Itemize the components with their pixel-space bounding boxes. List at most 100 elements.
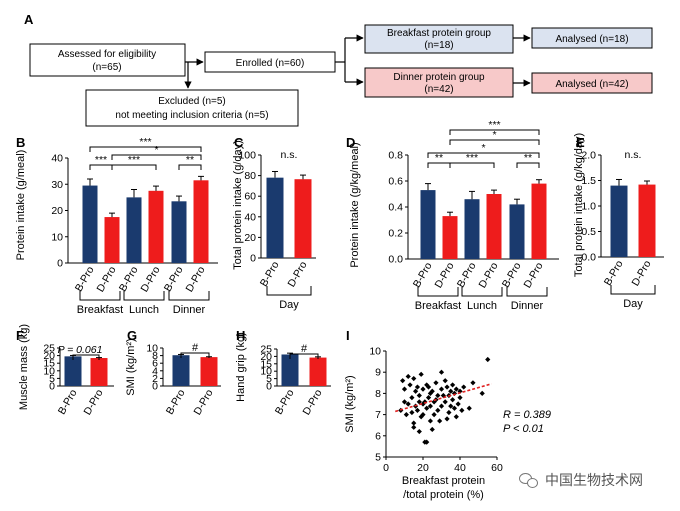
significance-label: n.s.: [281, 149, 298, 161]
scatter-point: [444, 384, 450, 390]
category-label: D-Pro: [300, 387, 324, 417]
category-label: B-Pro: [56, 387, 80, 416]
significance-label: ***: [95, 154, 107, 166]
panel-label-i: I: [346, 328, 350, 343]
category-label: D-Pro: [183, 264, 207, 294]
y-tick-label: 6: [152, 358, 158, 370]
significance-bracket: [72, 354, 100, 360]
y-axis-label: Muscle mass (kg): [18, 324, 30, 410]
y-tick-label: 15: [260, 358, 272, 370]
category-label: D-Pro: [521, 260, 545, 290]
significance-label: #: [192, 342, 199, 354]
y-tick-label: 0: [49, 381, 55, 393]
category-label: D-Pro: [138, 264, 162, 294]
scatter-point: [427, 390, 433, 396]
significance-bracket: [111, 154, 202, 160]
significance-label: ***: [128, 154, 140, 166]
significance-bracket: [427, 152, 540, 158]
y-tick-label: 80: [244, 170, 256, 182]
scatter-point: [414, 407, 421, 413]
excluded-text-2: not meeting inclusion criteria (n=5): [115, 110, 268, 121]
significance-label: **: [186, 154, 194, 166]
category-label: D-Pro: [285, 259, 309, 289]
group-bracket: [168, 291, 210, 301]
y-tick-label: 10: [43, 365, 55, 377]
significance-bracket: [89, 146, 202, 152]
scatter-point: [420, 412, 426, 418]
significance-bracket: [516, 162, 540, 168]
y-tick-label: 40: [244, 211, 256, 223]
scatter-point: [433, 380, 439, 386]
scatter-point: [448, 388, 454, 394]
y-tick-label: 40: [51, 153, 63, 165]
trend-line: [395, 383, 492, 413]
scatter-point: [425, 395, 432, 401]
significance-label: n.s.: [625, 149, 642, 161]
category-label: D-Pro: [476, 260, 500, 290]
y-tick-label: 20: [244, 232, 256, 244]
y-tick-label: 6: [375, 430, 381, 442]
y-tick-label: 0.0: [388, 254, 403, 266]
bar: [294, 179, 312, 258]
bar: [638, 184, 656, 257]
breakfast-group-text-2: (n=18): [424, 40, 453, 51]
scatter-point: [431, 412, 437, 418]
scatter-point: [411, 424, 417, 430]
breakfast-group-text-1: Breakfast protein group: [387, 28, 491, 39]
group-bracket: [79, 291, 121, 301]
group-label: Dinner: [173, 304, 206, 316]
enrolled-text: Enrolled (n=60): [236, 58, 305, 69]
panel-label-e: E: [576, 135, 585, 150]
y-tick-label: 10: [146, 343, 158, 355]
y-tick-label: 0: [266, 381, 272, 393]
bar: [82, 185, 98, 263]
panel-label-d: D: [346, 135, 355, 150]
scatter-point: [455, 401, 461, 407]
scatter-point: [418, 414, 424, 420]
panel-label-a: A: [24, 12, 34, 27]
watermark: 中国生物技术网: [519, 469, 643, 491]
scatter-point: [459, 407, 465, 413]
significance-label: **: [524, 152, 532, 164]
scatter-point: [437, 418, 443, 424]
assessed-text-1: Assessed for eligibility: [58, 49, 156, 60]
group-label: Lunch: [467, 300, 497, 312]
bar: [531, 183, 547, 259]
scatter-point: [453, 414, 459, 420]
scatter-point: [470, 380, 476, 386]
dinner-group-text-1: Dinner protein group: [393, 72, 485, 83]
y-tick-label: 1.5: [581, 175, 596, 187]
scatter-point: [409, 395, 415, 401]
panel-i: I 5 6 7 8 9 10 SMI (kg/m²) 0 20 40 60 Breakfast prot…: [344, 328, 551, 501]
y-tick-label: 2.0: [581, 150, 596, 162]
y-tick-label: 7: [375, 409, 381, 421]
panel-label-b: B: [16, 135, 25, 150]
scatter-point: [425, 384, 432, 390]
significance-label: *: [154, 144, 158, 156]
scatter-point: [429, 426, 435, 433]
category-label: B-Pro: [162, 264, 186, 293]
y-tick-label: 0.0: [581, 252, 596, 264]
bar: [104, 217, 120, 263]
group-bracket: [506, 287, 548, 297]
group-label: Lunch: [129, 304, 159, 316]
scatter-point: [442, 378, 448, 384]
category-label: D-Pro: [81, 387, 105, 417]
y-tick-label: 0.6: [388, 176, 403, 188]
breakfast-analysed-box: [531, 27, 653, 49]
y-tick-label: 0.5: [581, 226, 596, 238]
scatter-point: [411, 375, 417, 382]
y-axis-label: SMI (kg/m²): [125, 338, 137, 395]
category-label: D-Pro: [94, 264, 118, 294]
group-bracket: [417, 287, 459, 297]
y-tick-label: 100: [238, 150, 256, 162]
scatter-point: [427, 418, 433, 424]
flowchart: A Assessed for eligibility (n=65) Enroll…: [24, 12, 653, 127]
y-tick-label: 0: [250, 253, 256, 265]
bar: [90, 358, 108, 386]
group-bracket: [610, 285, 656, 295]
